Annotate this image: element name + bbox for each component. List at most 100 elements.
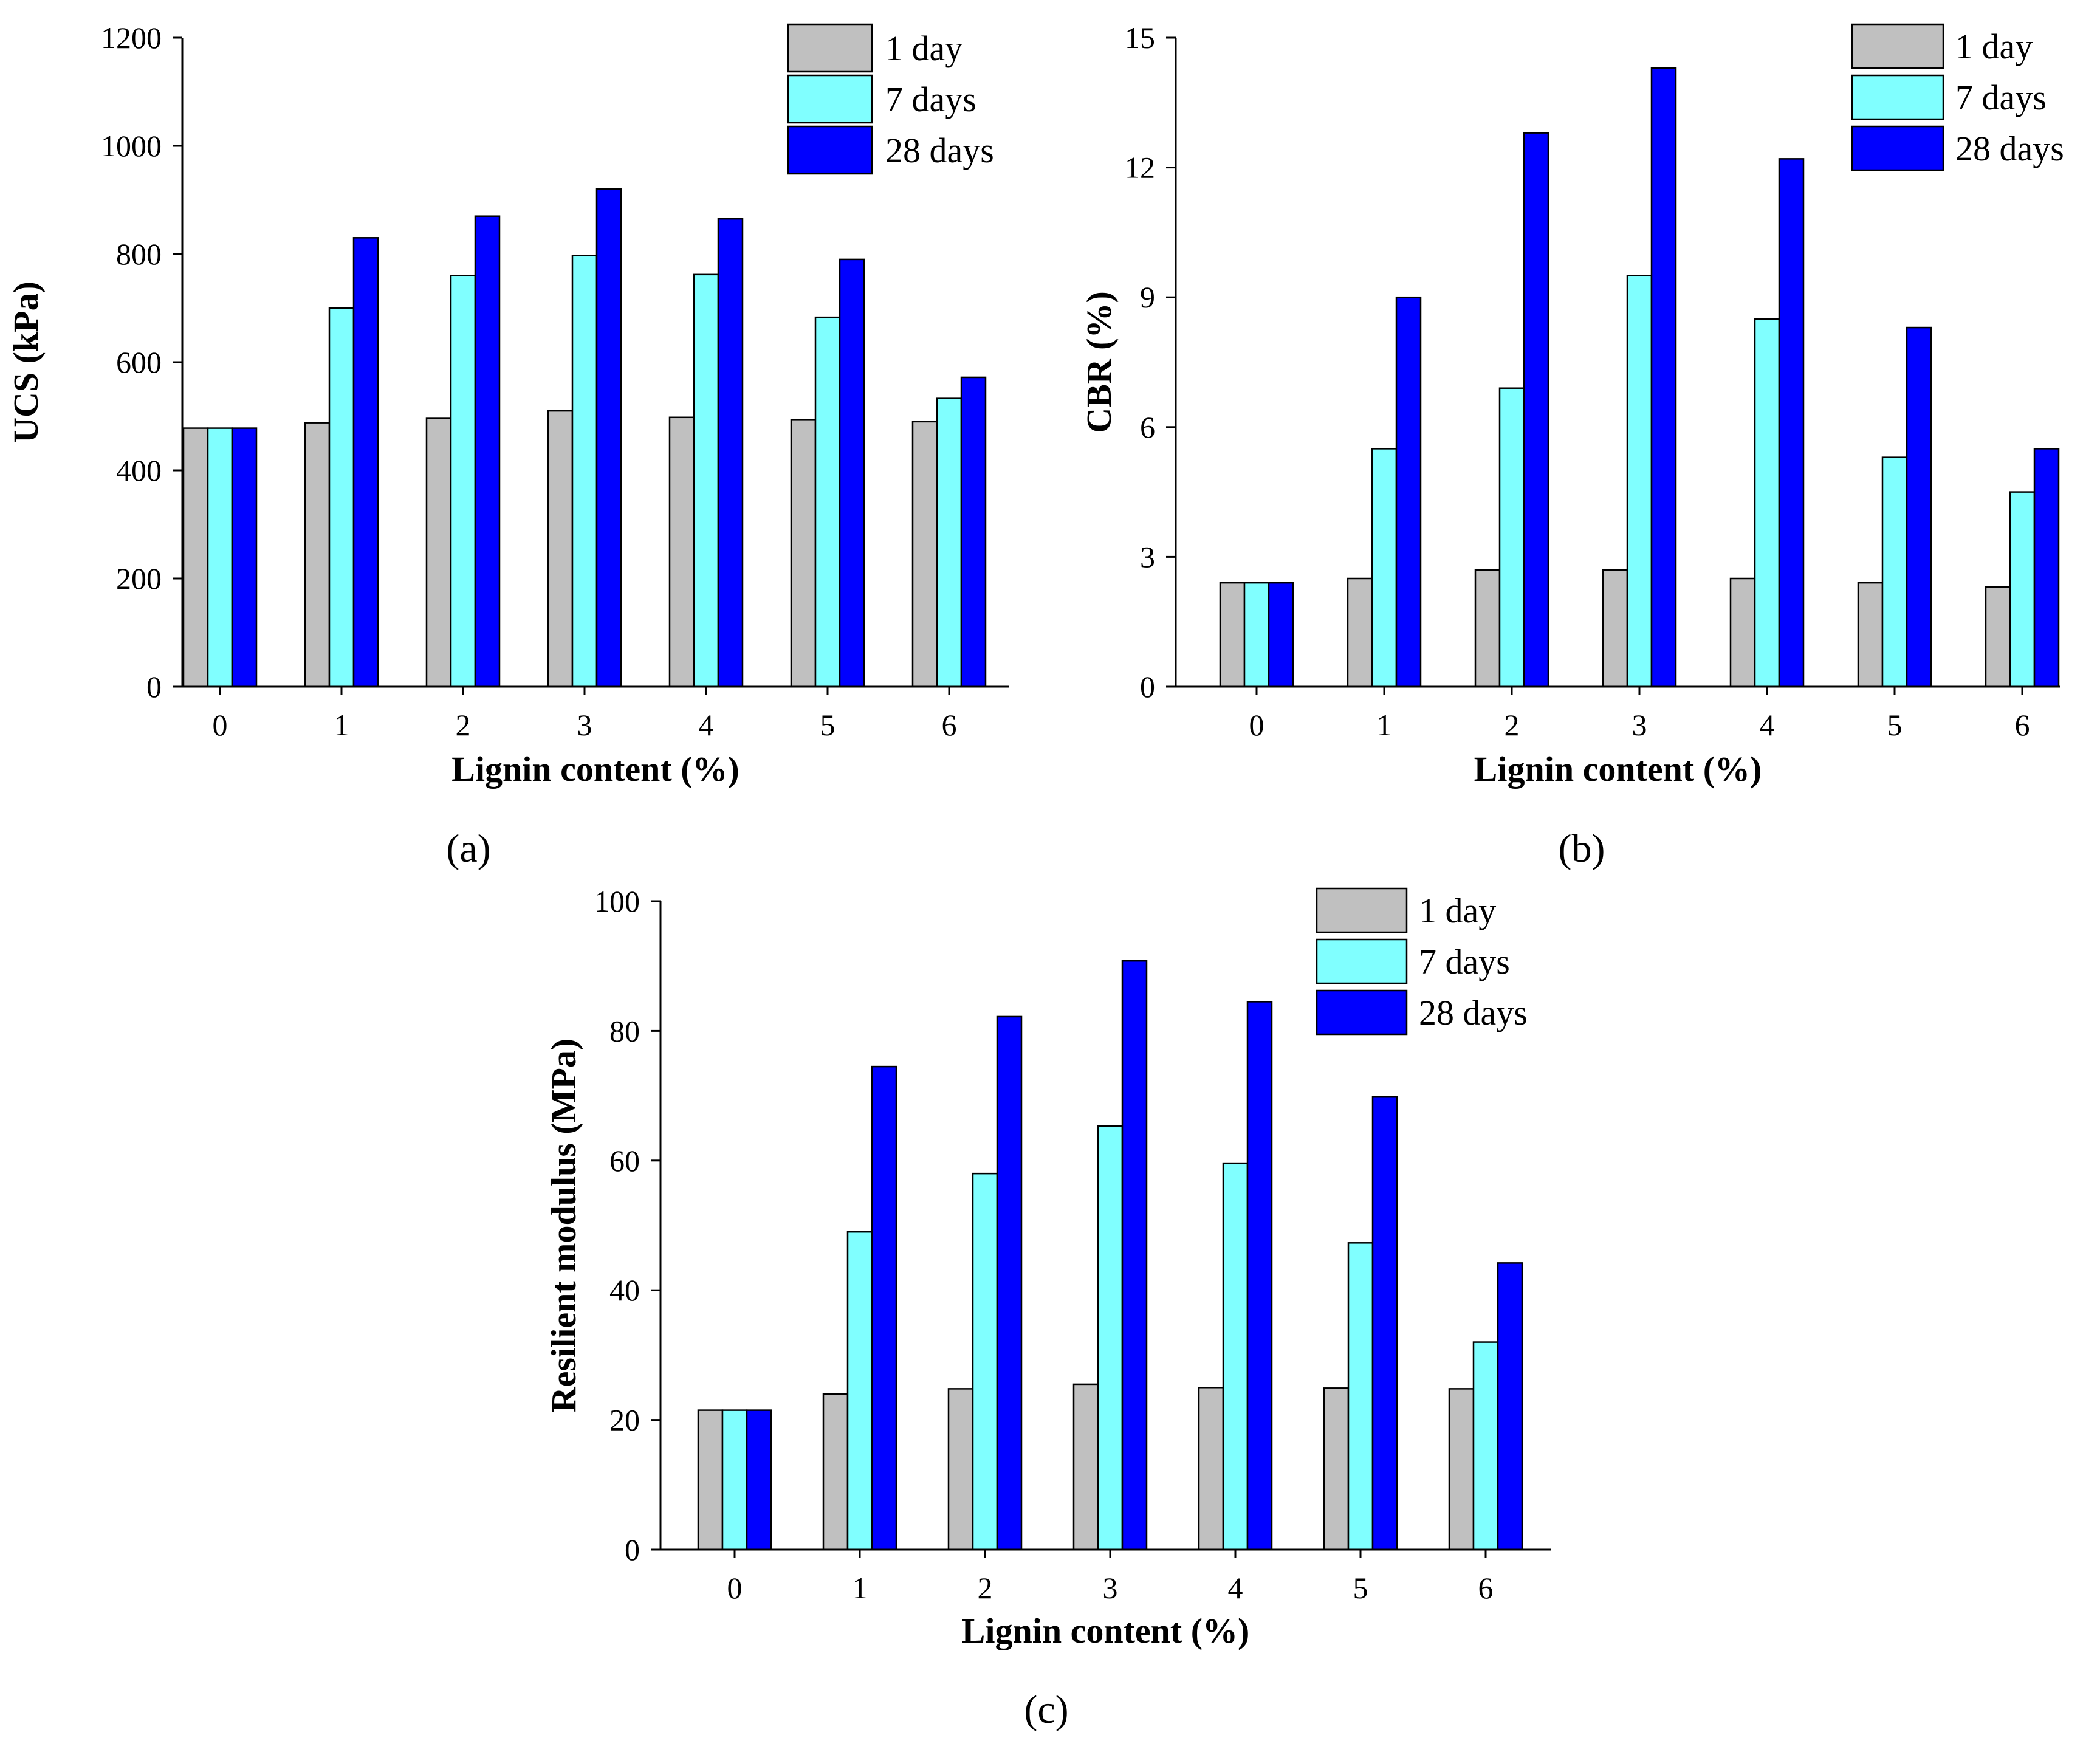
legend-label: 28 days [1955,129,2064,168]
x-tick-label: 5 [1887,708,1903,742]
x-tick-label: 6 [2015,708,2030,742]
legend-label: 1 day [1419,891,1496,930]
y-tick-label: 15 [1125,21,1155,55]
legend-label: 28 days [1419,993,1528,1032]
y-tick-label: 1000 [101,129,162,163]
bar-b-3-28-days [1650,67,1677,688]
x-tick-label: 2 [1505,708,1520,742]
y-tick-label: 40 [609,1273,640,1307]
bar-a-2-7-days [450,275,476,688]
legend-label: 1 day [1955,27,2033,66]
x-tick-label: 1 [334,708,349,742]
legend-swatch [787,125,873,175]
y-tick-label: 200 [116,562,162,596]
bar-a-5-7-days [814,316,841,688]
y-tick-label: 60 [609,1144,640,1178]
bar-b-5-1-day [1857,582,1884,688]
bar-b-6-1-day [1985,586,2011,688]
bar-a-4-1-day [668,416,695,688]
bar-c-3-28-days [1121,960,1148,1551]
bar-c-6-1-day [1448,1388,1475,1551]
bar-a-6-1-day [911,421,938,688]
bar-b-2-1-day [1474,569,1501,688]
chart-panel-a: 0 1 2 3 4 5 6 0 200 400 600 800 1000 1200 Lignin conte… [6,21,1009,871]
bar-c-5-7-days [1347,1242,1374,1551]
y-tick-label: 6 [1140,410,1155,444]
y-axis-title: CBR (%) [1079,291,1119,433]
y-tick-label: 0 [1140,670,1155,704]
bar-b-1-1-day [1347,577,1373,688]
legend-label: 28 days [885,131,994,170]
x-tick-label: 3 [577,708,592,742]
bar-c-2-1-day [947,1388,974,1551]
y-axis-title: UCS (kPa) [6,281,46,443]
bar-a-3-7-days [571,255,598,688]
bar-a-5-28-days [839,258,865,688]
bar-b-0-28-days [1268,582,1294,688]
y-tick-label: 800 [116,237,162,271]
bar-c-3-1-day [1072,1383,1099,1551]
bar-b-3-7-days [1626,275,1653,688]
bar-c-4-7-days [1222,1162,1249,1551]
x-tick-label: 1 [1377,708,1392,742]
y-tick-label: 20 [609,1403,640,1437]
legend-swatch [787,23,873,73]
bar-b-4-1-day [1729,577,1756,688]
x-tick-label: 0 [727,1571,743,1605]
bar-a-6-7-days [936,397,962,688]
legend-swatch [1316,989,1408,1036]
bar-c-2-28-days [996,1015,1023,1551]
bar-c-3-7-days [1097,1125,1124,1551]
y-tick-label: 0 [625,1533,640,1567]
bar-c-2-7-days [972,1172,998,1551]
bar-a-5-1-day [790,419,817,688]
legend-label: 7 days [1419,942,1510,981]
panel-label: (a) [446,826,490,871]
x-tick-label: 4 [699,708,714,742]
bar-b-5-28-days [1906,326,1932,688]
bar-b-6-28-days [2033,448,2060,688]
y-axis-title: Resilient modulus (MPa) [544,1039,583,1412]
legend-c: 1 day 7 days 28 days [1316,887,1528,1036]
x-axis-title: Lignin content (%) [1474,749,1762,789]
bar-a-3-1-day [547,410,574,688]
bar-c-5-1-day [1323,1387,1350,1551]
x-tick-label: 4 [1228,1571,1243,1605]
bar-c-6-28-days [1497,1262,1523,1551]
x-tick-label: 5 [820,708,836,742]
bar-c-1-1-day [822,1393,849,1551]
y-tick-label: 400 [116,453,162,487]
legend-label: 7 days [885,80,976,119]
y-tick-label: 600 [116,345,162,379]
x-tick-label: 2 [456,708,471,742]
bar-b-4-7-days [1754,318,1780,688]
x-tick-label: 6 [1478,1571,1494,1605]
bar-c-1-7-days [846,1231,873,1551]
panel-label: (c) [1024,1688,1068,1732]
x-tick-label: 4 [1760,708,1775,742]
x-tick-label: 1 [853,1571,868,1605]
bar-a-1-7-days [328,307,355,688]
x-tick-label: 6 [942,708,957,742]
bar-b-4-28-days [1778,158,1805,688]
bar-c-6-7-days [1472,1341,1499,1551]
bar-a-0-28-days [231,427,258,688]
legend-swatch [787,74,873,124]
bar-c-0-28-days [746,1409,772,1551]
bar-a-2-1-day [425,417,452,688]
bar-c-1-28-days [871,1065,897,1551]
y-tick-label: 100 [594,884,640,918]
y-tick-label: 80 [609,1014,640,1048]
legend-b: 1 day 7 days 28 days [1851,23,2064,171]
legend-swatch [1316,887,1408,933]
y-tick-label: 1200 [101,21,162,55]
bar-a-6-28-days [960,376,987,688]
bar-a-0-7-days [207,427,233,688]
bar-b-2-7-days [1498,387,1525,688]
bar-b-0-1-day [1219,582,1246,688]
y-tick-label: 3 [1140,540,1155,574]
bar-b-1-7-days [1371,448,1398,688]
